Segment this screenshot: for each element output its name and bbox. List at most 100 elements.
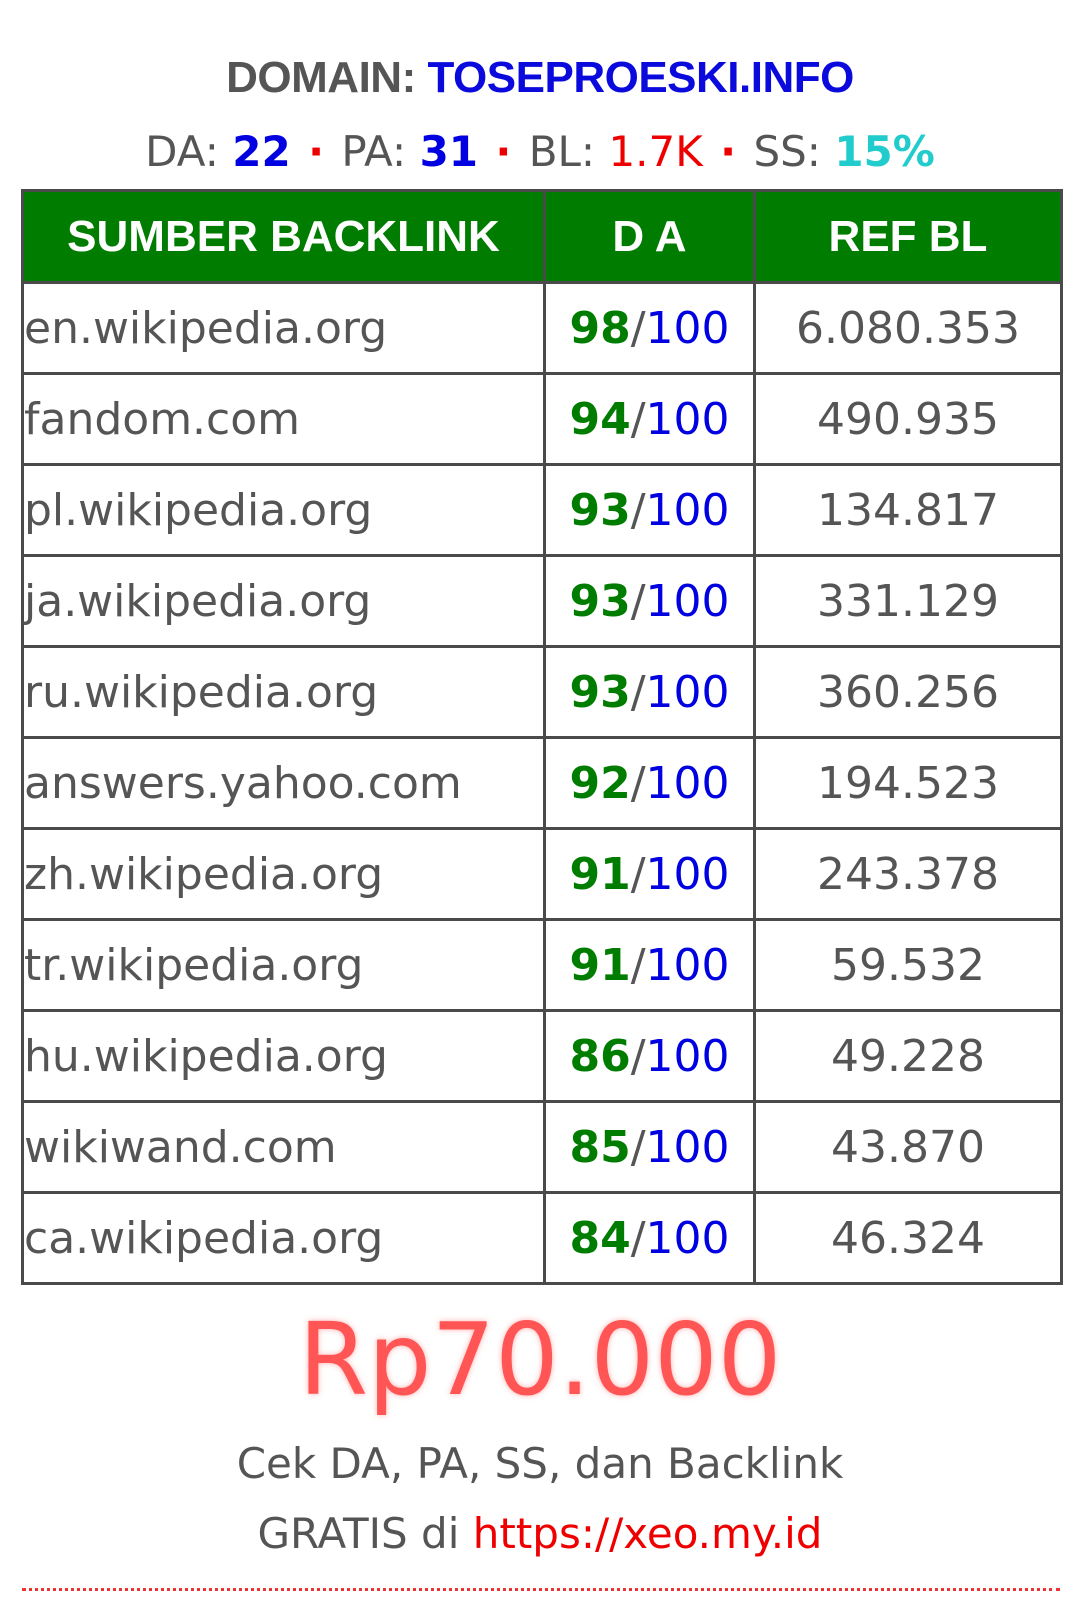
pa-value: 31 — [419, 127, 479, 176]
da-score: 93 — [569, 484, 631, 536]
domain-authority-cell: 91/100 — [543, 918, 756, 1012]
da-max: 100 — [645, 666, 730, 718]
da-max: 100 — [645, 939, 730, 991]
table-row: answers.yahoo.com 92/100 194.523 — [21, 736, 1063, 830]
column-header-ref: REF BL — [753, 189, 1063, 284]
separator-dot: · — [495, 127, 512, 176]
footer-link[interactable]: https://xeo.my.id — [472, 1509, 823, 1558]
domain-authority-cell: 98/100 — [543, 281, 756, 375]
price: Rp70.000 — [298, 1301, 782, 1418]
ref-backlinks: 194.523 — [753, 736, 1063, 830]
da-max: 100 — [645, 302, 730, 354]
da-max: 100 — [645, 1212, 730, 1264]
da-score: 91 — [569, 939, 631, 991]
ss-label: SS: — [753, 127, 821, 176]
separator-dot: · — [308, 127, 325, 176]
da-score: 94 — [569, 393, 631, 445]
da-separator: / — [630, 393, 646, 445]
ref-backlinks: 490.935 — [753, 372, 1063, 466]
domain-authority-cell: 84/100 — [543, 1191, 756, 1285]
separator-dot: · — [720, 127, 737, 176]
backlink-source: tr.wikipedia.org — [21, 918, 546, 1012]
da-separator: / — [630, 848, 646, 900]
backlink-source: fandom.com — [21, 372, 546, 466]
table-row: ru.wikipedia.org 93/100 360.256 — [21, 645, 1063, 739]
da-separator: / — [630, 666, 646, 718]
table-row: fandom.com 94/100 490.935 — [21, 372, 1063, 466]
da-separator: / — [630, 484, 646, 536]
da-separator: / — [630, 575, 646, 627]
da-max: 100 — [645, 1030, 730, 1082]
footer-tagline: Cek DA, PA, SS, dan Backlink — [236, 1439, 844, 1488]
column-header-da: D A — [543, 189, 756, 284]
ref-backlinks: 360.256 — [753, 645, 1063, 739]
ss-value: 15% — [834, 127, 935, 176]
footer-cta-text: GRATIS di — [257, 1509, 460, 1558]
ref-backlinks: 134.817 — [753, 463, 1063, 557]
da-score: 86 — [569, 1030, 631, 1082]
ref-backlinks: 331.129 — [753, 554, 1063, 648]
da-score: 84 — [569, 1212, 631, 1264]
domain-authority-cell: 93/100 — [543, 463, 756, 557]
da-separator: / — [630, 1030, 646, 1082]
footer-cta: GRATIS di https://xeo.my.id — [0, 1506, 1080, 1562]
domain-heading: DOMAIN: TOSEPROESKI.INFO — [0, 50, 1080, 106]
ref-backlinks: 49.228 — [753, 1009, 1063, 1103]
da-max: 100 — [645, 575, 730, 627]
ref-backlinks: 243.378 — [753, 827, 1063, 921]
bl-value: 1.7K — [608, 127, 703, 176]
da-max: 100 — [645, 1121, 730, 1173]
domain-authority-cell: 92/100 — [543, 736, 756, 830]
da-separator: / — [630, 939, 646, 991]
domain-authority-cell: 93/100 — [543, 645, 756, 739]
da-separator: / — [630, 757, 646, 809]
da-score: 93 — [569, 575, 631, 627]
column-header-source: SUMBER BACKLINK — [21, 189, 546, 284]
table-row: pl.wikipedia.org 93/100 134.817 — [21, 463, 1063, 557]
da-score: 98 — [569, 302, 631, 354]
pa-label: PA: — [341, 127, 407, 176]
ref-backlinks: 43.870 — [753, 1100, 1063, 1194]
da-value: 22 — [232, 127, 291, 176]
table-row: ca.wikipedia.org 84/100 46.324 — [21, 1191, 1063, 1285]
table-row: hu.wikipedia.org 86/100 49.228 — [21, 1009, 1063, 1103]
da-separator: / — [630, 1121, 646, 1173]
backlink-source: ca.wikipedia.org — [21, 1191, 546, 1285]
da-max: 100 — [645, 393, 730, 445]
table-row: tr.wikipedia.org 91/100 59.532 — [21, 918, 1063, 1012]
backlink-source: ja.wikipedia.org — [21, 554, 546, 648]
domain-stats: DA: 22 · PA: 31 · BL: 1.7K · SS: 15% — [0, 124, 1080, 180]
backlink-source: en.wikipedia.org — [21, 281, 546, 375]
da-separator: / — [630, 302, 646, 354]
da-label: DA: — [145, 127, 219, 176]
table-row: en.wikipedia.org 98/100 6.080.353 — [21, 281, 1063, 375]
backlink-source: pl.wikipedia.org — [21, 463, 546, 557]
da-score: 92 — [569, 757, 631, 809]
ref-backlinks: 46.324 — [753, 1191, 1063, 1285]
domain-authority-cell: 86/100 — [543, 1009, 756, 1103]
domain-authority-cell: 85/100 — [543, 1100, 756, 1194]
bl-label: BL: — [528, 127, 596, 176]
da-separator: / — [630, 1212, 646, 1264]
table-header-row: SUMBER BACKLINK D A REF BL — [21, 189, 1063, 284]
domain-authority-cell: 91/100 — [543, 827, 756, 921]
ref-backlinks: 6.080.353 — [753, 281, 1063, 375]
da-max: 100 — [645, 848, 730, 900]
domain-authority-cell: 94/100 — [543, 372, 756, 466]
backlink-source: ru.wikipedia.org — [21, 645, 546, 739]
da-score: 93 — [569, 666, 631, 718]
ref-backlinks: 59.532 — [753, 918, 1063, 1012]
backlink-table: SUMBER BACKLINK D A REF BL en.wikipedia.… — [21, 189, 1063, 1285]
dotted-divider — [22, 1588, 1060, 1591]
da-score: 91 — [569, 848, 631, 900]
backlink-source: hu.wikipedia.org — [21, 1009, 546, 1103]
backlink-source: zh.wikipedia.org — [21, 827, 546, 921]
domain-value: TOSEPROESKI.INFO — [427, 53, 854, 102]
domain-label: DOMAIN: — [226, 53, 416, 102]
backlink-source: wikiwand.com — [21, 1100, 546, 1194]
table-row: wikiwand.com 85/100 43.870 — [21, 1100, 1063, 1194]
da-max: 100 — [645, 484, 730, 536]
da-score: 85 — [569, 1121, 631, 1173]
domain-authority-cell: 93/100 — [543, 554, 756, 648]
backlink-source: answers.yahoo.com — [21, 736, 546, 830]
